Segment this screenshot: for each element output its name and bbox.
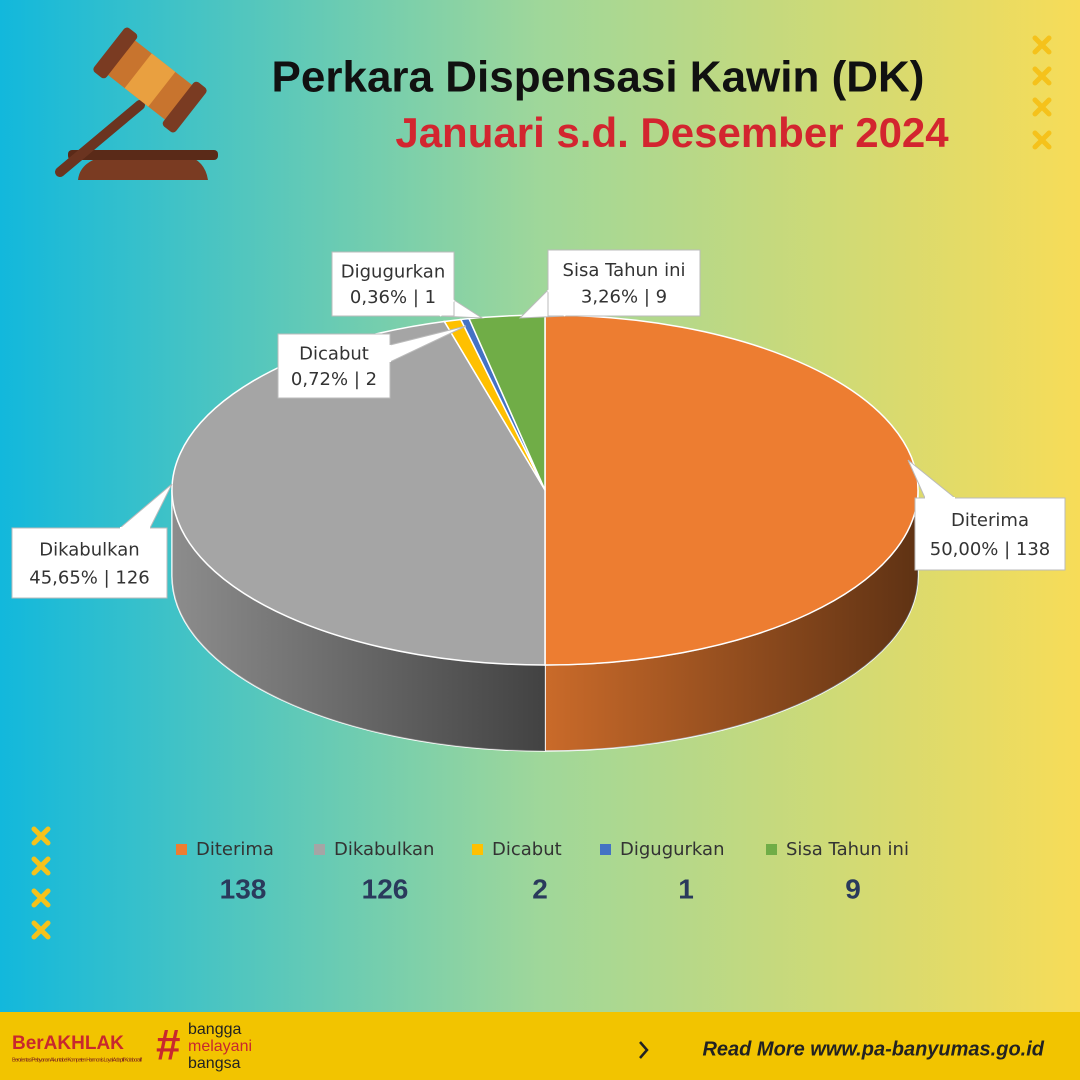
chart-subtitle: Januari s.d. Desember 2024 — [395, 109, 949, 156]
data-label-category: Digugurkan — [341, 261, 445, 282]
x-mark — [1032, 130, 1052, 150]
decoration — [31, 35, 1052, 940]
footer-slogan: bangsa — [188, 1055, 241, 1072]
slice-side-shade — [545, 490, 918, 751]
legend-swatch — [472, 844, 483, 855]
slice-side-shade — [172, 490, 545, 751]
x-mark — [31, 826, 51, 846]
legend-swatch — [766, 844, 777, 855]
footer-slogan: bangga — [188, 1021, 241, 1038]
chart-title: Perkara Dispensasi Kawin (DK) — [272, 53, 925, 102]
data-label-box — [331, 251, 455, 317]
callout-join — [439, 299, 455, 317]
legend-value: 1 — [678, 873, 694, 904]
x-mark — [31, 888, 51, 908]
data-label-category: Diterima — [951, 510, 1029, 531]
legend-value: 126 — [362, 873, 409, 904]
pie: Diterima 50,00% | 138 Dikabulkan 45,65% | 1… — [11, 249, 1066, 752]
data-label-box — [914, 497, 1066, 571]
x-mark — [1032, 35, 1052, 55]
legend-label: Dikabulkan — [334, 839, 434, 860]
data-label-value: 0,36% | 1 — [350, 287, 436, 308]
legend-label: Diterima — [196, 839, 274, 860]
data-label-category: Sisa Tahun ini — [563, 260, 686, 281]
legend-swatch — [176, 844, 187, 855]
arrow-icon — [639, 1041, 649, 1059]
x-mark — [1032, 66, 1052, 86]
footer-tagline: Berorientasi Pelayanan Akuntabel Kompete… — [12, 1057, 142, 1063]
data-label-box — [547, 249, 701, 317]
data-label-category: Dikabulkan — [39, 539, 139, 560]
legend-value: 138 — [220, 873, 267, 904]
footer-link[interactable]: Read More www.pa-banyumas.go.id — [702, 1038, 1044, 1060]
x-mark — [31, 920, 51, 940]
legend-value: 9 — [845, 873, 861, 904]
data-label-category: Dicabut — [299, 343, 369, 364]
legend: Diterima 138 Dikabulkan 126 Dicabut 2 Digugurk… — [176, 839, 909, 904]
hash-icon: # — [156, 1021, 180, 1070]
footer-bar — [0, 1012, 1080, 1080]
legend-label: Dicabut — [492, 839, 562, 860]
data-label-box — [277, 333, 391, 399]
data-label-value: 45,65% | 126 — [29, 567, 150, 588]
x-mark — [31, 856, 51, 876]
slice — [544, 314, 919, 666]
callout-join — [547, 289, 566, 317]
legend-label: Digugurkan — [620, 839, 724, 860]
data-label-box — [11, 527, 168, 599]
legend-label: Sisa Tahun ini — [786, 839, 909, 860]
footer-slogan: melayani — [188, 1038, 252, 1055]
legend-swatch — [600, 844, 611, 855]
legend-swatch — [314, 844, 325, 855]
gavel-icon — [55, 27, 218, 180]
footer-brand: BerAKHLAK — [12, 1033, 124, 1054]
x-mark — [1032, 97, 1052, 117]
data-label-value: 0,72% | 2 — [291, 369, 377, 390]
legend-value: 2 — [532, 873, 548, 904]
data-label-value: 50,00% | 138 — [930, 539, 1051, 560]
data-label-value: 3,26% | 9 — [581, 287, 667, 308]
